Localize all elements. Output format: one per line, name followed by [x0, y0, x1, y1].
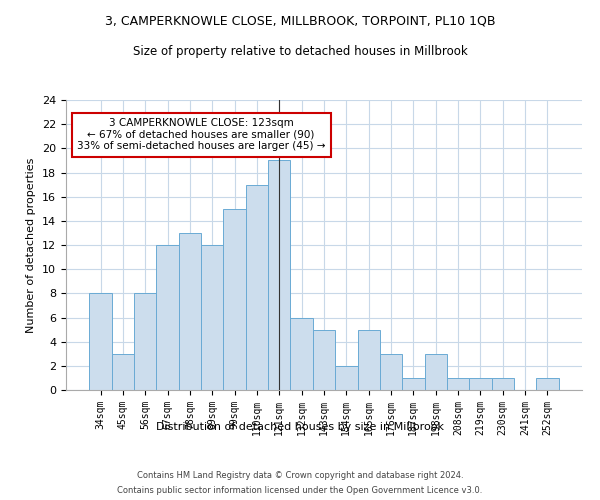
Text: 3 CAMPERKNOWLE CLOSE: 123sqm
← 67% of detached houses are smaller (90)
33% of se: 3 CAMPERKNOWLE CLOSE: 123sqm ← 67% of de…: [77, 118, 325, 152]
Text: Contains HM Land Registry data © Crown copyright and database right 2024.: Contains HM Land Registry data © Crown c…: [137, 471, 463, 480]
Bar: [112, 354, 134, 390]
Bar: [89, 294, 112, 390]
Bar: [179, 233, 201, 390]
Bar: [201, 245, 223, 390]
Text: 3, CAMPERKNOWLE CLOSE, MILLBROOK, TORPOINT, PL10 1QB: 3, CAMPERKNOWLE CLOSE, MILLBROOK, TORPOI…: [105, 15, 495, 28]
Bar: [447, 378, 469, 390]
Bar: [380, 354, 402, 390]
Bar: [157, 245, 179, 390]
Bar: [358, 330, 380, 390]
Bar: [491, 378, 514, 390]
Bar: [268, 160, 290, 390]
Bar: [425, 354, 447, 390]
Bar: [335, 366, 358, 390]
Bar: [536, 378, 559, 390]
Text: Contains public sector information licensed under the Open Government Licence v3: Contains public sector information licen…: [118, 486, 482, 495]
Bar: [290, 318, 313, 390]
Text: Size of property relative to detached houses in Millbrook: Size of property relative to detached ho…: [133, 45, 467, 58]
Y-axis label: Number of detached properties: Number of detached properties: [26, 158, 37, 332]
Bar: [402, 378, 425, 390]
Bar: [469, 378, 491, 390]
Bar: [223, 209, 246, 390]
Bar: [134, 294, 157, 390]
Bar: [313, 330, 335, 390]
Text: Distribution of detached houses by size in Millbrook: Distribution of detached houses by size …: [156, 422, 444, 432]
Bar: [246, 184, 268, 390]
